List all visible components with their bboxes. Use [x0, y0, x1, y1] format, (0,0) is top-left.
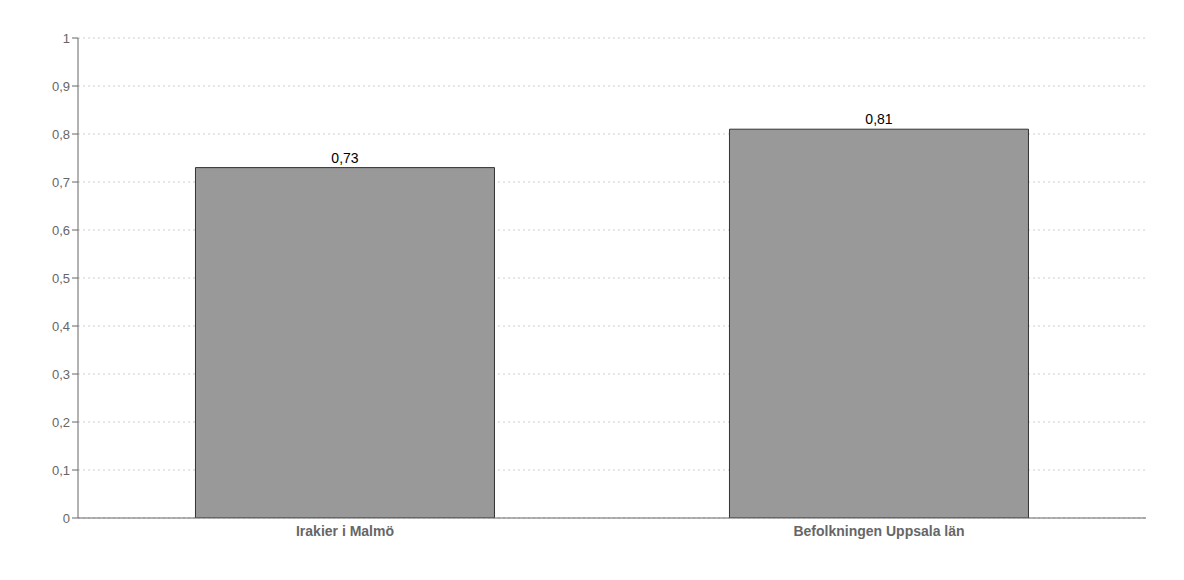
svg-text:0,6: 0,6 [52, 223, 70, 238]
svg-text:0,5: 0,5 [52, 271, 70, 286]
svg-text:Befolkningen Uppsala län: Befolkningen Uppsala län [793, 523, 964, 539]
svg-text:0,4: 0,4 [52, 319, 70, 334]
svg-text:Irakier i Malmö: Irakier i Malmö [296, 523, 394, 539]
svg-text:1: 1 [63, 31, 70, 46]
svg-text:0,81: 0,81 [865, 111, 892, 127]
svg-text:0: 0 [63, 511, 70, 526]
svg-text:0,3: 0,3 [52, 367, 70, 382]
svg-text:0,1: 0,1 [52, 463, 70, 478]
svg-text:0,7: 0,7 [52, 175, 70, 190]
svg-text:0,73: 0,73 [331, 150, 358, 166]
svg-text:0,9: 0,9 [52, 79, 70, 94]
svg-text:0,8: 0,8 [52, 127, 70, 142]
svg-text:0,2: 0,2 [52, 415, 70, 430]
